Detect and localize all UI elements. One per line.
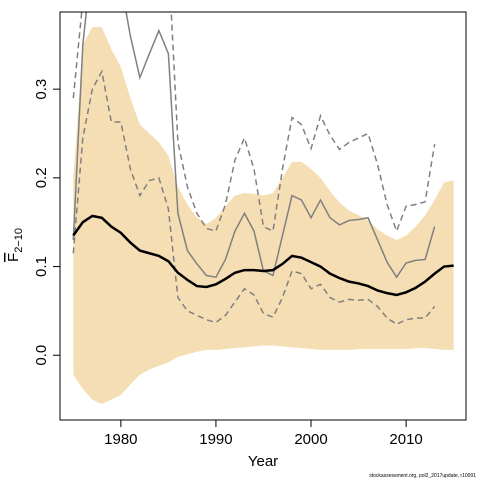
footnote: stockassessment.org, pol2_2017update, r1… (369, 473, 476, 479)
x-tick-label: 1990 (199, 431, 232, 448)
plot-area (72, 12, 454, 405)
x-axis-label: Year (248, 453, 278, 470)
y-tick-label: 0.3 (33, 79, 50, 100)
y-axis-label-group: F2−10 (5, 228, 25, 262)
y-tick-label: 0.1 (33, 256, 50, 277)
x-tick-label: 2010 (389, 431, 422, 448)
x-tick-label: 1980 (104, 431, 137, 448)
series-line (72, 69, 436, 326)
series-line (72, 12, 436, 279)
series-line (72, 214, 454, 297)
y-axis-label-subscript: 2−10 (13, 228, 25, 253)
y-axis-label-main: F (5, 253, 22, 262)
y-tick-label: 0.0 (33, 345, 50, 366)
y-tick-label: 0.2 (33, 167, 50, 188)
confidence-band (73, 27, 454, 405)
plot-frame (59, 11, 467, 421)
x-tick-label: 2000 (294, 431, 327, 448)
y-axis-label: F2−10 (5, 228, 25, 262)
